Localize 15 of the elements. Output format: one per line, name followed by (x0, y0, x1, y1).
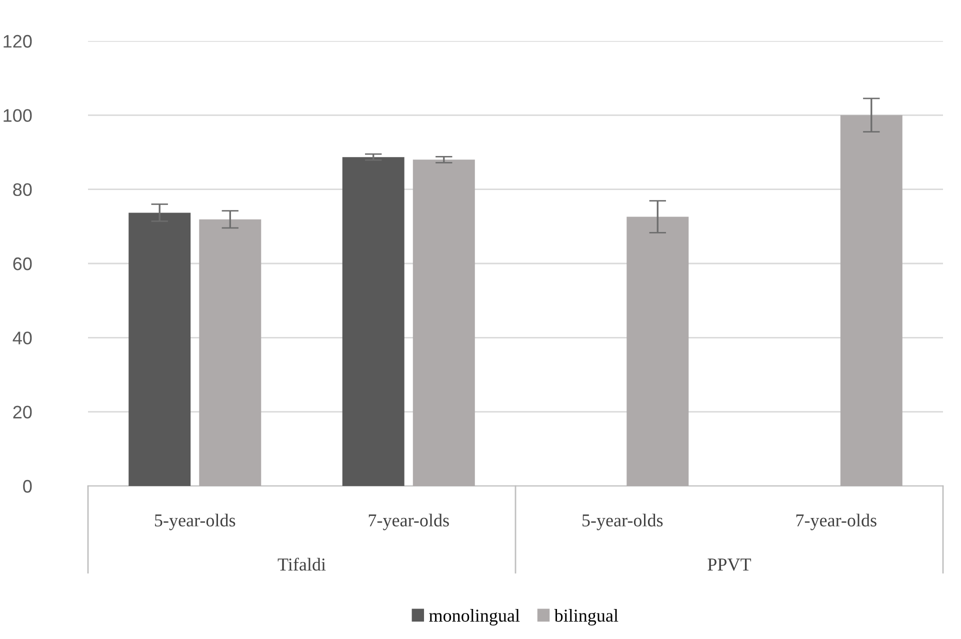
y-tick-label: 60 (13, 257, 32, 270)
y-tick-label: 80 (13, 183, 32, 196)
x-tick-label: 5-year-olds (154, 514, 236, 530)
y-tick-label: 100 (4, 109, 32, 122)
x-tick-label: 5-year-olds (582, 514, 663, 530)
x-tick-label: 7-year-olds (796, 514, 876, 530)
text: PPVT (708, 558, 752, 571)
legend-label: monolingual (429, 609, 520, 626)
y-tick-label: 120 (4, 34, 32, 48)
legend-label: bilingual (554, 609, 618, 626)
y-tick-label: 0 (23, 480, 32, 493)
x-tick-label: 7-year-olds (368, 514, 449, 530)
text: Tifaldi (278, 558, 326, 571)
y-tick-label: 40 (12, 332, 32, 344)
y-tick-label: 20 (13, 406, 32, 419)
